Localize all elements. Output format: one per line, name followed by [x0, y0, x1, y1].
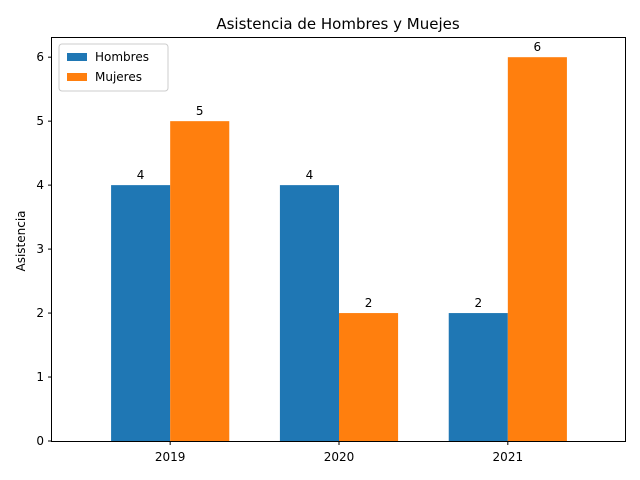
y-tick-label: 1 — [36, 370, 44, 384]
legend-swatch-mujeres — [67, 73, 87, 81]
x-axis-ticks: 2019 2020 2021 — [155, 441, 523, 464]
bar-hombres-2019 — [111, 185, 171, 441]
bar-mujeres-2019 — [170, 121, 230, 442]
bar-hombres-2020 — [279, 185, 339, 441]
plot-area-frame — [51, 37, 626, 442]
y-tick-label: 2 — [36, 306, 44, 320]
bars-group — [111, 57, 567, 442]
legend-label-mujeres: Mujeres — [95, 70, 142, 84]
data-labels-group: 4 4 2 5 2 6 — [137, 40, 541, 310]
y-tick-label: 0 — [36, 434, 44, 448]
x-tick-label: 2021 — [493, 450, 524, 464]
x-tick-label: 2020 — [324, 450, 355, 464]
data-label-hombres-2019: 4 — [137, 168, 145, 182]
chart-title: Asistencia de Hombres y Muejes — [216, 15, 460, 33]
data-label-mujeres-2019: 5 — [196, 104, 204, 118]
legend-swatch-hombres — [67, 53, 87, 61]
data-label-mujeres-2020: 2 — [365, 296, 373, 310]
y-tick-label: 6 — [36, 50, 44, 64]
x-tick-label: 2019 — [155, 450, 186, 464]
data-label-hombres-2020: 4 — [306, 168, 314, 182]
data-label-hombres-2021: 2 — [474, 296, 482, 310]
y-axis-ticks: 0 1 2 3 4 5 6 — [36, 50, 52, 448]
bar-hombres-2021 — [448, 313, 508, 441]
y-tick-label: 4 — [36, 178, 44, 192]
legend-label-hombres: Hombres — [95, 50, 149, 64]
legend: Hombres Mujeres — [58, 43, 169, 92]
bar-mujeres-2020 — [339, 313, 399, 441]
data-label-mujeres-2021: 6 — [534, 40, 542, 54]
y-tick-label: 3 — [36, 242, 44, 256]
bar-mujeres-2021 — [507, 57, 567, 441]
y-tick-label: 5 — [36, 114, 44, 128]
y-axis-label: Asistencia — [14, 210, 28, 271]
